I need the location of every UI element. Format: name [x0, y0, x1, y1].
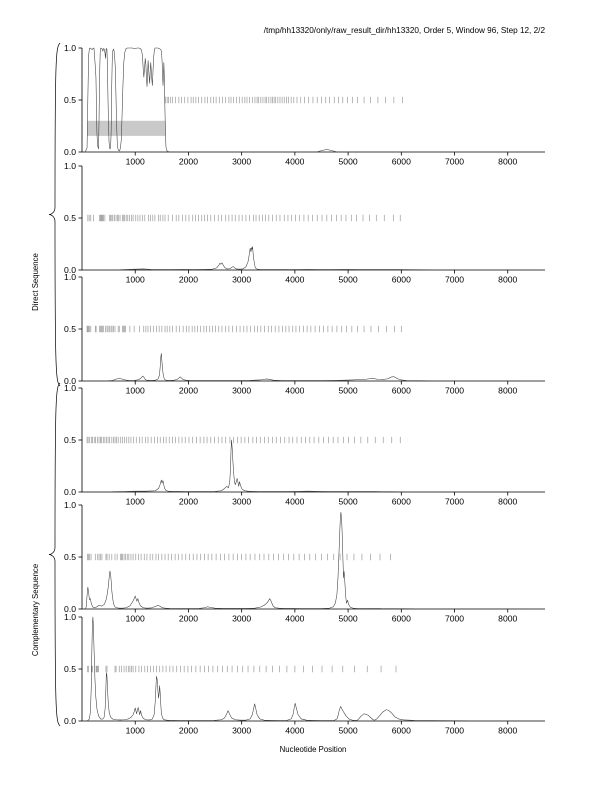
x-tick-label: 3000 — [232, 726, 251, 736]
data-trace — [84, 47, 509, 153]
x-tick-label: 2000 — [179, 157, 198, 167]
x-tick-label: 8000 — [498, 157, 517, 167]
y-tick-label: 1.0 — [64, 43, 76, 53]
y-tick-label: 0.5 — [64, 664, 76, 674]
rug-marks — [165, 96, 403, 104]
x-tick-label: 5000 — [339, 497, 358, 507]
y-tick-label: 1.0 — [64, 272, 76, 282]
group-braces — [48, 42, 61, 727]
y-tick-label: 0.5 — [64, 435, 76, 445]
x-tick-label: 6000 — [392, 275, 411, 285]
x-tick-label: 1000 — [126, 386, 145, 396]
panels-group: 0.0 0.5 1.0 1000 2000 3000 4000 5000 6000 7000 800… — [64, 43, 545, 736]
brace-direct-sequence — [48, 42, 61, 387]
x-tick-label: 1000 — [126, 157, 145, 167]
x-tick-label: 1000 — [126, 275, 145, 285]
highlight-region — [87, 120, 166, 136]
x-tick-label: 7000 — [445, 614, 464, 624]
x-tick-label: 2000 — [179, 275, 198, 285]
x-tick-label: 3000 — [232, 157, 251, 167]
panel-1: 0.0 0.5 1.0 1000 2000 3000 4000 5000 6000 7000 800… — [64, 43, 545, 167]
data-trace — [84, 512, 524, 610]
x-tick-label: 6000 — [392, 386, 411, 396]
y-tick-label: 1.0 — [64, 500, 76, 510]
x-tick-label: 3000 — [232, 275, 251, 285]
x-tick-label: 1000 — [126, 614, 145, 624]
x-tick-label: 5000 — [339, 157, 358, 167]
x-tick-label: 5000 — [339, 386, 358, 396]
x-tick-label: 7000 — [445, 275, 464, 285]
y-tick-label: 0.0 — [64, 604, 76, 614]
x-tick-label: 5000 — [339, 726, 358, 736]
y-tick-label: 0.0 — [64, 265, 76, 275]
y-tick-label: 0.5 — [64, 324, 76, 334]
panel-6: 0.0 0.5 1.0 1000 2000 3000 4000 5000 6000 7000 800… — [64, 612, 545, 736]
data-trace — [84, 353, 519, 382]
x-tick-label: 5000 — [339, 614, 358, 624]
x-tick-label: 7000 — [445, 386, 464, 396]
x-tick-label: 3000 — [232, 386, 251, 396]
x-tick-label: 7000 — [445, 497, 464, 507]
panel-3: 0.0 0.5 1.0 1000 2000 3000 4000 5000 6000 7000 800… — [64, 272, 545, 396]
data-trace — [84, 246, 543, 271]
x-tick-label: 4000 — [285, 386, 304, 396]
y-tick-label: 0.5 — [64, 213, 76, 223]
data-trace — [84, 616, 543, 722]
x-axis-label: Nucleotide Position — [280, 745, 347, 754]
panel-4: 0.0 0.5 1.0 1000 2000 3000 4000 5000 6000 7000 800… — [64, 383, 545, 507]
y-tick-label: 0.0 — [64, 376, 76, 386]
rug-marks — [86, 325, 402, 333]
y-tick-label: 1.0 — [64, 161, 76, 171]
x-tick-label: 8000 — [498, 726, 517, 736]
y-tick-label: 0.0 — [64, 147, 76, 157]
x-tick-label: 3000 — [232, 614, 251, 624]
x-tick-label: 4000 — [285, 614, 304, 624]
x-tick-label: 6000 — [392, 157, 411, 167]
y-tick-label: 1.0 — [64, 383, 76, 393]
y-tick-label: 0.0 — [64, 716, 76, 726]
brace-complementary-sequence — [48, 382, 61, 727]
data-trace — [84, 439, 543, 493]
x-tick-label: 1000 — [126, 497, 145, 507]
y-tick-label: 1.0 — [64, 612, 76, 622]
x-tick-label: 4000 — [285, 497, 304, 507]
x-tick-label: 4000 — [285, 726, 304, 736]
x-tick-label: 6000 — [392, 497, 411, 507]
y-tick-label: 0.0 — [64, 487, 76, 497]
x-tick-label: 1000 — [126, 726, 145, 736]
x-tick-label: 7000 — [445, 726, 464, 736]
plot-title: /tmp/hh13320/only/raw_result_dir/hh13320… — [264, 26, 546, 35]
x-tick-label: 8000 — [498, 497, 517, 507]
y-tick-label: 0.5 — [64, 95, 76, 105]
x-tick-label: 6000 — [392, 614, 411, 624]
x-tick-label: 2000 — [179, 497, 198, 507]
x-tick-label: 6000 — [392, 726, 411, 736]
x-tick-label: 8000 — [498, 614, 517, 624]
x-tick-label: 4000 — [285, 275, 304, 285]
y-tick-label: 0.5 — [64, 552, 76, 562]
x-tick-label: 4000 — [285, 157, 304, 167]
panel-5: 0.0 0.5 1.0 1000 2000 3000 4000 5000 6000 7000 800… — [64, 500, 545, 624]
x-tick-label: 8000 — [498, 386, 517, 396]
x-tick-label: 7000 — [445, 157, 464, 167]
x-tick-label: 2000 — [179, 386, 198, 396]
rug-marks — [86, 436, 401, 444]
x-tick-label: 2000 — [179, 614, 198, 624]
rug-marks — [87, 553, 392, 561]
rug-marks — [86, 665, 397, 673]
axis-group-label-complementary: Complementary Sequence — [31, 564, 40, 656]
panel-2: 0.0 0.5 1.0 1000 2000 3000 4000 5000 6000 7000 800… — [64, 161, 545, 285]
rug-marks — [87, 214, 401, 222]
axis-group-label-direct: Direct Sequence — [31, 253, 40, 311]
x-tick-label: 2000 — [179, 726, 198, 736]
x-tick-label: 3000 — [232, 497, 251, 507]
x-tick-label: 5000 — [339, 275, 358, 285]
x-tick-label: 8000 — [498, 275, 517, 285]
